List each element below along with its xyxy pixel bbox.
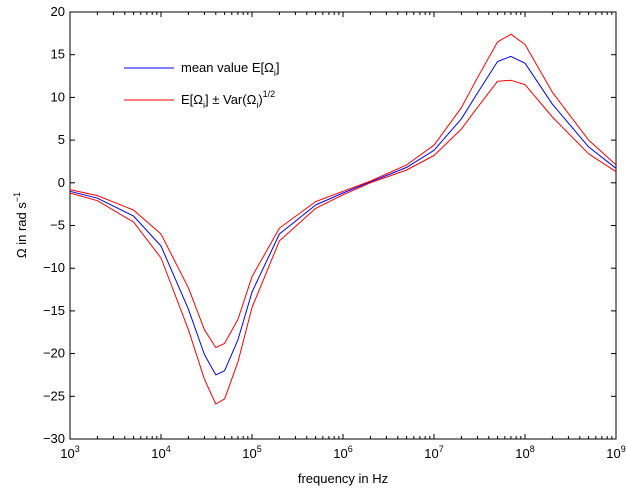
y-axis-label: Ω in rad s−1 — [12, 192, 29, 258]
x-tick-label: 103 — [60, 444, 79, 461]
y-tick-label: −5 — [50, 218, 65, 233]
x-tick-label: 105 — [242, 444, 261, 461]
x-tick-label: 106 — [333, 444, 352, 461]
y-tick-label: 20 — [51, 4, 65, 19]
y-tick-label: −25 — [43, 388, 65, 403]
y-tick-label: −15 — [43, 303, 65, 318]
y-tick-label: −30 — [43, 431, 65, 446]
y-tick-label: −10 — [43, 260, 65, 275]
y-tick-label: 5 — [58, 132, 65, 147]
x-tick-label: 109 — [606, 444, 625, 461]
y-tick-label: 10 — [51, 89, 65, 104]
x-axis-label: frequency in Hz — [298, 471, 388, 486]
y-tick-label: 0 — [58, 175, 65, 190]
y-tick-label: 15 — [51, 47, 65, 62]
y-tick-label: −20 — [43, 346, 65, 361]
series-line-upper — [69, 33, 617, 349]
x-tick-label: 104 — [151, 444, 170, 461]
series-line-mean — [69, 55, 617, 376]
x-tick-label: 107 — [424, 444, 443, 461]
legend-label-mean: mean value E[Ωi] — [181, 60, 279, 78]
legend-label-std: E[Ωi] ± Var(Ωi)1/2 — [181, 89, 275, 110]
legend: mean value E[Ωi] E[Ωi] ± Var(Ωi)1/2 — [124, 60, 279, 110]
series-layer — [69, 33, 617, 405]
plot-area — [69, 11, 617, 440]
x-tick-label: 108 — [515, 444, 534, 461]
series-line-lower — [69, 79, 617, 405]
